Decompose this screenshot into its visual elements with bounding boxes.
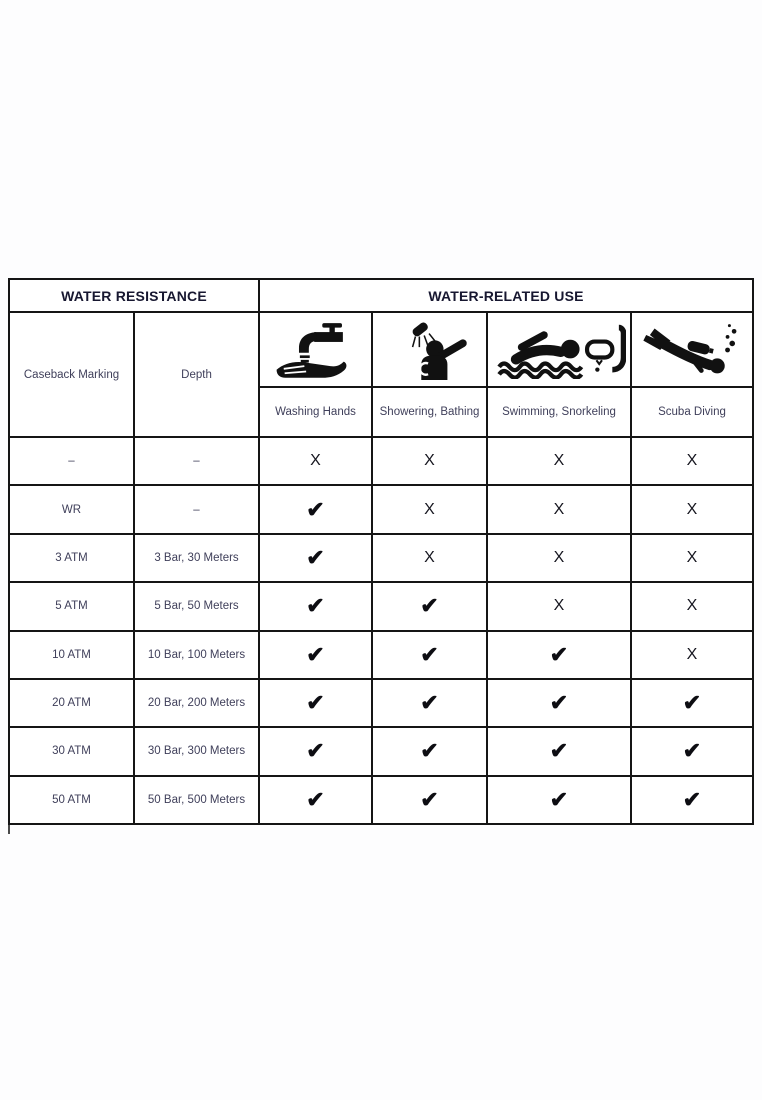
showering-mark: ✔ — [373, 583, 488, 630]
washing-hands-mark: ✔ — [260, 776, 373, 823]
use-column-washing-hands: Washing Hands — [260, 313, 373, 436]
showering-bathing-icon — [373, 313, 486, 388]
table-body: – – X X X X WR – ✔ X X X 3 ATM 3 Bar, 30… — [10, 438, 752, 823]
showering-mark: ✔ — [373, 679, 488, 727]
washing-hands-icon — [260, 313, 371, 388]
washing-hands-mark: ✔ — [260, 728, 373, 775]
table-row: 50 ATM 50 Bar, 500 Meters ✔ ✔ ✔ ✔ — [10, 776, 752, 823]
use-column-scuba-diving: Scuba Diving — [632, 313, 752, 436]
depth-cell: 50 Bar, 500 Meters — [135, 776, 260, 823]
washing-hands-mark: X — [260, 438, 373, 485]
swimming-mark: X — [488, 583, 632, 630]
table-edge-remnant — [8, 825, 10, 834]
scuba-mark: ✔ — [682, 690, 702, 716]
use-label-scuba-diving: Scuba Diving — [658, 406, 726, 418]
scuba-mark: X — [686, 500, 698, 518]
caseback-marking-cell: 30 ATM — [10, 728, 135, 775]
scuba-mark: ✔ — [682, 786, 702, 812]
use-label-swimming-snorkeling: Swimming, Snorkeling — [502, 406, 616, 418]
scuba-mark: X — [686, 548, 698, 566]
showering-mark: X — [373, 486, 488, 533]
swimming-snorkeling-icon — [488, 313, 630, 388]
scuba-diving-icon — [632, 313, 752, 388]
washing-hands-mark: ✔ — [260, 534, 373, 582]
depth-cell: 20 Bar, 200 Meters — [135, 679, 260, 727]
use-label-showering-bathing: Showering, Bathing — [379, 406, 480, 418]
depth-cell: – — [135, 438, 260, 485]
washing-hands-mark: ✔ — [260, 631, 373, 678]
caseback-marking-cell: 10 ATM — [10, 631, 135, 678]
washing-hands-mark: ✔ — [260, 486, 373, 533]
depth-cell: 3 Bar, 30 Meters — [135, 534, 260, 582]
table-row: 10 ATM 10 Bar, 100 Meters ✔ ✔ ✔ X — [10, 631, 752, 680]
swimming-mark: X — [488, 438, 632, 485]
table-row: 5 ATM 5 Bar, 50 Meters ✔ ✔ X X — [10, 583, 752, 632]
table-row: 20 ATM 20 Bar, 200 Meters ✔ ✔ ✔ ✔ — [10, 679, 752, 729]
use-column-swimming-snorkeling: Swimming, Snorkeling — [488, 313, 632, 436]
showering-mark: X — [373, 534, 488, 582]
washing-hands-mark: ✔ — [260, 583, 373, 630]
caseback-marking-cell: 3 ATM — [10, 534, 135, 582]
depth-column-header: Depth — [135, 313, 260, 436]
scuba-mark: X — [686, 452, 698, 470]
table-header-row: WATER RESISTANCE WATER-RELATED USE — [10, 280, 752, 313]
scuba-mark: X — [686, 645, 698, 663]
depth-cell: 5 Bar, 50 Meters — [135, 583, 260, 630]
caseback-marking-cell: 5 ATM — [10, 583, 135, 630]
showering-mark: ✔ — [373, 776, 488, 823]
showering-mark: ✔ — [373, 631, 488, 678]
swimming-mark: ✔ — [488, 679, 632, 727]
swimming-mark: ✔ — [488, 728, 632, 775]
depth-cell: 10 Bar, 100 Meters — [135, 631, 260, 678]
caseback-marking-cell: WR — [10, 486, 135, 533]
swimming-mark: X — [488, 534, 632, 582]
scuba-mark: X — [686, 597, 698, 615]
table-row: 30 ATM 30 Bar, 300 Meters ✔ ✔ ✔ ✔ — [10, 728, 752, 777]
swimming-mark: X — [488, 486, 632, 533]
use-column-showering-bathing: Showering, Bathing — [373, 313, 488, 436]
depth-cell: 30 Bar, 300 Meters — [135, 728, 260, 775]
table-row: WR – ✔ X X X — [10, 486, 752, 535]
table-row: 3 ATM 3 Bar, 30 Meters ✔ X X X — [10, 534, 752, 584]
caseback-marking-cell: 20 ATM — [10, 679, 135, 727]
depth-cell: – — [135, 486, 260, 533]
water-resistance-table: WATER RESISTANCE WATER-RELATED USE Caseb… — [8, 278, 754, 825]
table-row: – – X X X X — [10, 438, 752, 487]
caseback-marking-column-header: Caseback Marking — [10, 313, 135, 436]
water-related-use-header: WATER-RELATED USE — [428, 287, 584, 304]
swimming-mark: ✔ — [488, 776, 632, 823]
washing-hands-mark: ✔ — [260, 679, 373, 727]
water-resistance-header: WATER RESISTANCE — [10, 280, 260, 311]
scuba-mark: ✔ — [682, 738, 702, 764]
showering-mark: ✔ — [373, 728, 488, 775]
column-header-row: Caseback Marking Depth — [10, 313, 752, 438]
use-label-washing-hands: Washing Hands — [275, 406, 356, 418]
caseback-marking-cell: 50 ATM — [10, 776, 135, 823]
showering-mark: X — [373, 438, 488, 485]
caseback-marking-cell: – — [10, 438, 135, 485]
swimming-mark: ✔ — [488, 631, 632, 678]
